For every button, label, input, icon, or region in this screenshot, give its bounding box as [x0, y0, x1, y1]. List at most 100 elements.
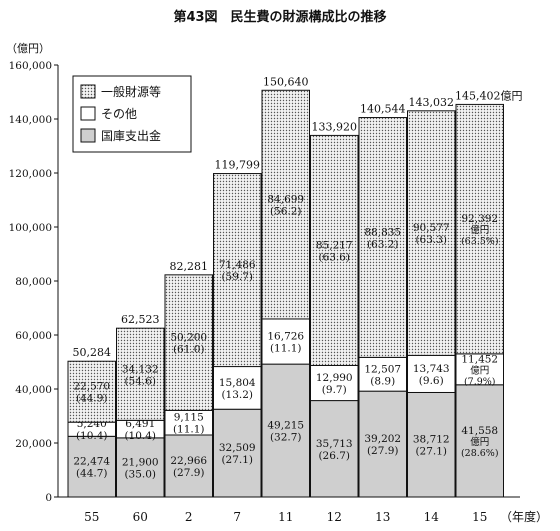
x-tick-label: 2	[185, 510, 193, 524]
bar-segment-national	[116, 437, 165, 498]
data-label: (63.5%)	[461, 236, 499, 247]
x-tick-label: 60	[133, 510, 148, 524]
bar-segment-national	[261, 363, 310, 498]
data-label: (63.6)	[318, 251, 350, 263]
bar-segment-general	[407, 110, 456, 356]
bar-segment-other	[310, 365, 359, 402]
data-label: (11.1)	[173, 424, 205, 436]
data-label: 39,202	[364, 433, 401, 445]
x-tick-label: 14	[424, 510, 440, 524]
x-tick-label: 15	[472, 510, 487, 524]
bar-segment-general	[164, 274, 213, 411]
data-label: (54.6)	[124, 375, 156, 387]
y-unit-label: （億円）	[6, 42, 50, 55]
y-tick-label: 60,000	[15, 330, 52, 342]
data-label: (61.0)	[173, 344, 205, 356]
data-label: (27.9)	[173, 467, 205, 479]
y-tick-label: 120,000	[9, 168, 52, 180]
data-label: (44.9)	[76, 393, 108, 405]
data-label: (56.2)	[270, 206, 302, 218]
data-label: 億円	[470, 436, 489, 448]
data-label: (44.7)	[76, 468, 108, 480]
bar-segment-national	[407, 391, 456, 498]
data-label: 12,507	[364, 363, 401, 375]
bar-segment-national	[67, 435, 116, 498]
data-label: 38,712	[413, 434, 450, 446]
total-label: 62,523	[121, 313, 160, 326]
data-label: (63.3)	[415, 234, 447, 246]
data-label: 15,804	[219, 377, 256, 389]
data-label: (7.9%)	[464, 376, 496, 387]
data-label: 21,900	[122, 456, 159, 468]
legend-label: 国庫支出金	[101, 128, 161, 143]
data-label: 41,558	[461, 425, 498, 437]
bar-segment-other	[358, 356, 407, 392]
x-tick-label: 7	[233, 510, 241, 524]
data-label: 6,491	[125, 418, 155, 430]
x-unit-label: （年度）	[500, 509, 548, 524]
data-label: 92,392	[461, 213, 498, 225]
data-label: (27.1)	[415, 446, 447, 458]
bar-segment-national	[213, 408, 262, 498]
legend-label: その他	[101, 107, 137, 121]
bar-segment-general	[261, 89, 310, 320]
data-label: 34,132	[122, 363, 159, 375]
data-label: (27.1)	[221, 454, 253, 466]
y-tick-label: 40,000	[15, 384, 52, 396]
data-label: (13.2)	[221, 389, 253, 401]
data-label: (9.7)	[322, 384, 347, 396]
legend-label: 一般財源等	[101, 84, 161, 99]
chart-title: 第43図 民生費の財源構成比の推移	[173, 10, 387, 25]
data-label: 22,570	[73, 381, 110, 393]
legend-swatch	[80, 106, 96, 121]
data-label: 35,713	[316, 438, 353, 450]
data-label: 11,452	[461, 353, 498, 365]
data-label: (8.9)	[370, 375, 395, 387]
bar-segment-national	[164, 434, 213, 498]
total-label: 143,032	[409, 96, 455, 109]
data-label: 22,474	[73, 456, 110, 468]
data-label: (10.4)	[124, 430, 156, 442]
bar-segment-general	[455, 103, 504, 355]
y-tick-label: 80,000	[15, 276, 52, 288]
y-tick-label: 160,000	[9, 60, 52, 72]
bar-segment-general	[67, 360, 116, 423]
data-label: 16,726	[267, 331, 304, 343]
data-label: 12,990	[316, 372, 353, 384]
total-label: 119,799	[215, 159, 261, 172]
bar-segment-national	[455, 384, 504, 498]
total-label: 50,284	[73, 346, 112, 359]
data-label: 13,743	[413, 363, 450, 375]
data-label: (35.0)	[124, 468, 156, 480]
total-label: 133,920	[312, 120, 358, 133]
data-label: (27.9)	[367, 445, 399, 457]
bar-segment-other	[261, 318, 310, 365]
data-label: (11.1)	[270, 343, 302, 355]
x-tick-label: 55	[84, 510, 99, 524]
legend-swatch	[80, 84, 96, 99]
data-label: 22,966	[170, 455, 207, 467]
legend-swatch	[80, 128, 96, 143]
data-label: 億円	[470, 364, 489, 376]
bar-segment-general	[310, 134, 359, 367]
y-tick-label: 20,000	[15, 438, 52, 450]
data-label: 億円	[470, 224, 489, 236]
x-tick-label: 12	[327, 510, 342, 524]
total-label: 145,402億円	[455, 89, 523, 102]
data-label: (9.6)	[419, 375, 444, 387]
total-label: 82,281	[170, 260, 209, 273]
y-tick-label: 140,000	[9, 114, 52, 126]
data-label: 32,509	[219, 442, 256, 454]
data-label: (10.4)	[76, 430, 108, 442]
bar-segment-general	[358, 117, 407, 358]
data-label: (28.6%)	[461, 448, 499, 459]
data-label: 71,486	[219, 259, 256, 271]
x-tick-label: 11	[278, 510, 293, 524]
data-label: 85,217	[316, 239, 353, 251]
x-tick-label: 13	[375, 510, 390, 524]
data-label: 49,215	[267, 420, 304, 432]
y-tick-label: 0	[45, 492, 52, 504]
data-label: 88,835	[364, 226, 401, 238]
data-label: 50,200	[170, 332, 207, 344]
